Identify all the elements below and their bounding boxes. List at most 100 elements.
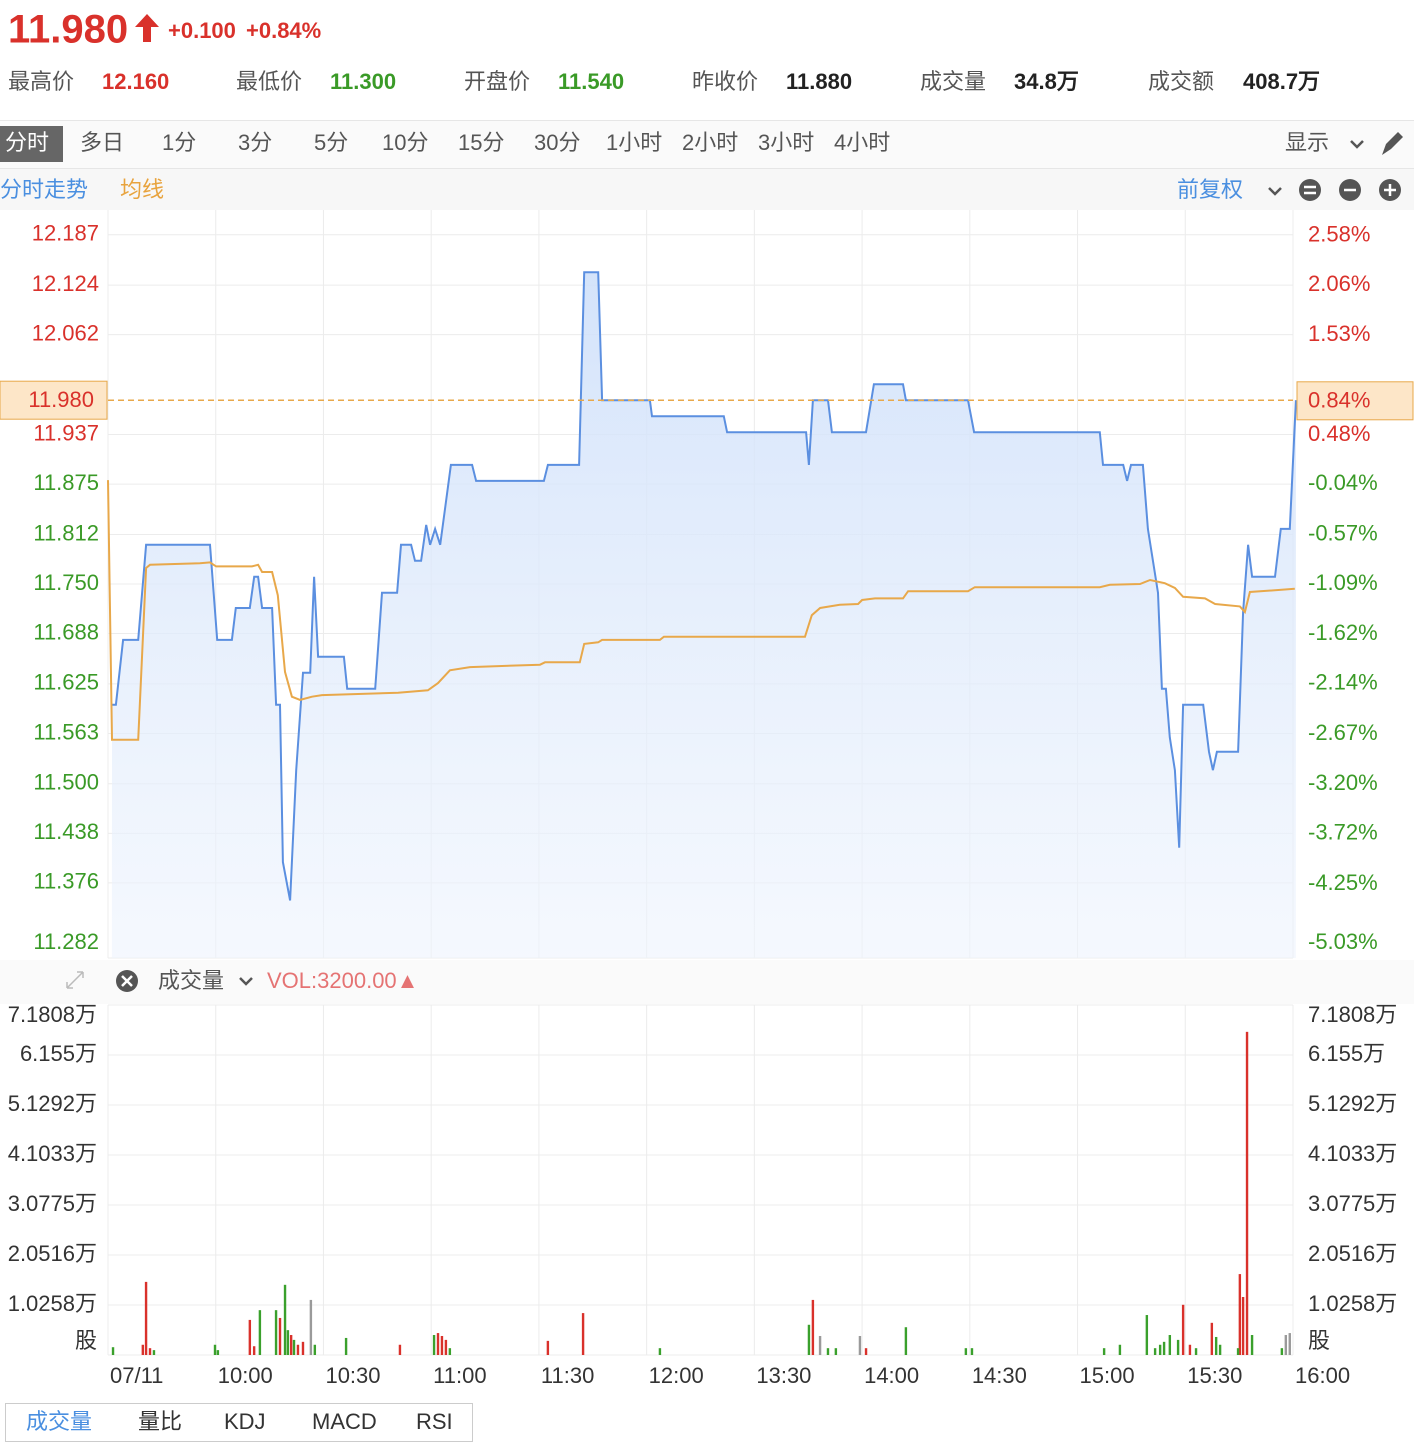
volume-bar <box>1145 1315 1149 1355</box>
volume-bar <box>970 1348 974 1355</box>
volume-bar <box>1236 1348 1240 1355</box>
volume-bar <box>448 1348 452 1355</box>
x-tick-label: 10:00 <box>218 1363 273 1388</box>
tab[interactable]: 3小时 <box>758 130 814 155</box>
y-tick-label: 3.0775万 <box>8 1191 97 1216</box>
y-tick-label: 6.155万 <box>20 1041 97 1066</box>
x-tick-label: 12:00 <box>649 1363 704 1388</box>
volume-bar <box>252 1346 256 1355</box>
tab[interactable]: 5分 <box>314 130 348 155</box>
bottom-tab[interactable]: RSI <box>416 1409 453 1434</box>
volume-bar <box>1238 1274 1242 1355</box>
indicator-menu[interactable]: 成交量 <box>158 968 224 993</box>
y-tick-label: 12.187 <box>32 221 99 246</box>
y-tick-label: 2.0516万 <box>8 1241 97 1266</box>
y-tick-label: 11.688 <box>33 619 99 644</box>
volume-bar <box>398 1344 402 1355</box>
volume-bar <box>440 1335 444 1355</box>
volume-bar <box>1214 1336 1218 1355</box>
y-tick-label: 股 <box>75 1328 97 1353</box>
volume-bar <box>1194 1348 1198 1355</box>
y-tick-label: 11.937 <box>33 420 99 445</box>
display-menu[interactable]: 显示 <box>1285 130 1329 155</box>
y2-tick-label: 0.48% <box>1308 421 1370 446</box>
tab[interactable]: 1分 <box>162 130 196 155</box>
tab[interactable]: 4小时 <box>834 130 890 155</box>
intraday-tab[interactable]: 分时走势 <box>0 177 88 202</box>
volume-bar <box>964 1348 968 1355</box>
pen-icon[interactable] <box>1382 132 1403 155</box>
adjust-menu[interactable]: 前复权 <box>1177 177 1243 202</box>
volume-bar <box>213 1344 217 1355</box>
y-tick-label: 11.625 <box>33 670 99 695</box>
stat-value: 408.7万 <box>1243 69 1320 94</box>
y2-tick-label: -2.14% <box>1308 669 1378 694</box>
pct-box <box>1296 381 1414 421</box>
volume-bar <box>826 1348 830 1355</box>
bottom-tab[interactable]: 成交量 <box>26 1409 92 1434</box>
x-tick-label: 10:30 <box>325 1363 380 1388</box>
stat-label: 最低价 <box>236 69 302 94</box>
bottom-tab[interactable]: MACD <box>312 1409 377 1434</box>
tab[interactable]: 3分 <box>238 130 272 155</box>
y2-tick-label: -1.09% <box>1308 570 1378 595</box>
tab[interactable]: 10分 <box>382 130 428 155</box>
y2-tick-label: -0.04% <box>1308 470 1378 495</box>
y-tick-label-right: 1.0258万 <box>1308 1291 1397 1316</box>
volume-bar <box>289 1335 293 1355</box>
y-tick-label-right: 7.1808万 <box>1308 1002 1397 1027</box>
y2-tick-label: -0.57% <box>1308 520 1378 545</box>
tab[interactable]: 多日 <box>80 130 124 155</box>
bottom-tab[interactable]: 量比 <box>138 1409 182 1434</box>
volume-bar <box>286 1330 290 1355</box>
volume-bar <box>444 1339 448 1355</box>
vol-label: VOL:3200.00▲ <box>267 968 418 993</box>
chart-toolbar <box>0 169 1414 210</box>
bottom-tab-bar <box>5 1403 473 1442</box>
expand-icon[interactable] <box>66 971 84 989</box>
tab[interactable]: 2小时 <box>682 130 738 155</box>
volume-bar <box>1181 1304 1185 1355</box>
tab-selected[interactable] <box>0 126 63 162</box>
volume-bar <box>258 1310 262 1355</box>
x-tick-label: 11:30 <box>541 1363 594 1388</box>
tab[interactable]: 30分 <box>534 130 580 155</box>
x-tick-label: 16:00 <box>1295 1363 1350 1388</box>
chevron[interactable] <box>239 977 253 986</box>
price-box <box>0 380 108 420</box>
x-tick-label: 15:00 <box>1080 1363 1135 1388</box>
volume-bar <box>436 1333 440 1355</box>
zoom-icons <box>1299 179 1401 201</box>
volume-bar <box>283 1284 287 1355</box>
average-tab[interactable]: 均线 <box>120 177 164 202</box>
y-tick-label-right: 股 <box>1308 1328 1330 1353</box>
stat-value: 34.8万 <box>1014 69 1079 94</box>
volume-bar <box>1168 1335 1172 1355</box>
tab[interactable]: 15分 <box>458 130 504 155</box>
tab[interactable]: 1小时 <box>606 130 662 155</box>
volume-bar <box>1102 1348 1106 1355</box>
y-tick-label: 11.282 <box>33 929 99 954</box>
chevron[interactable] <box>1350 140 1364 149</box>
volume-bar <box>1284 1335 1288 1355</box>
volume-bar <box>313 1344 317 1355</box>
y-tick-label: 11.812 <box>33 520 99 545</box>
stat-label: 昨收价 <box>692 69 758 94</box>
y-tick-label-right: 3.0775万 <box>1308 1191 1397 1216</box>
x-tick-label: 14:00 <box>864 1363 919 1388</box>
volume-bar <box>1280 1348 1284 1355</box>
bottom-tab[interactable]: KDJ <box>224 1409 266 1434</box>
stat-label: 成交量 <box>920 69 986 94</box>
volume-bar <box>864 1348 868 1355</box>
y-tick-label: 11.563 <box>33 719 99 744</box>
volume-toolbar <box>0 960 1414 1004</box>
y2-tick-label: -2.67% <box>1308 720 1378 745</box>
chevron[interactable] <box>1268 187 1282 196</box>
volume-bar <box>1153 1348 1157 1355</box>
y-tick-label: 12.124 <box>32 271 99 296</box>
volume-bar <box>1288 1333 1291 1355</box>
icon-zoom-reset[interactable] <box>1299 179 1321 201</box>
y-tick-label: 11.875 <box>33 470 99 495</box>
tab[interactable]: 分时 <box>5 130 49 155</box>
